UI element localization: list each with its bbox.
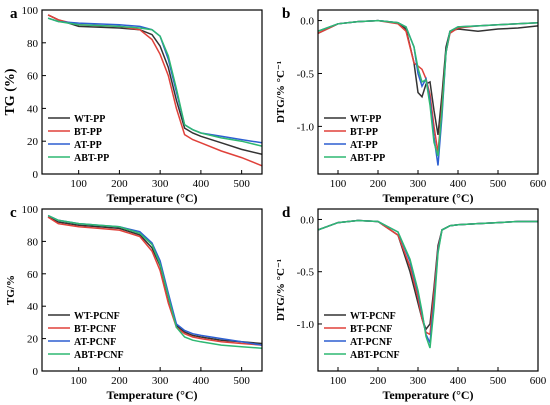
x-tick-label: 200 <box>111 375 128 387</box>
legend-label: WT-PCNF <box>74 311 120 322</box>
panel-d: 100 200 300 400 500 600 0.0 -0.5 -1.0 Temperature… <box>275 205 547 402</box>
x-axis-label: Temperature (°C) <box>106 388 197 402</box>
legend-label: BT-PCNF <box>74 324 116 335</box>
x-tick-label: 600 <box>530 375 547 387</box>
y-tick-label: 20 <box>27 136 39 148</box>
y-axis-label: TG/% <box>5 275 17 305</box>
legend: WT-PCNF BT-PCNF AT-PCNF ABT-PCNF <box>324 311 400 361</box>
x-tick-label: 300 <box>410 178 427 190</box>
series-line-at-pp <box>47 17 262 144</box>
panel-label: a <box>10 6 18 22</box>
legend-label: AT-PCNF <box>74 337 116 348</box>
y-axis-label: DTG/% °C⁻¹ <box>275 61 287 123</box>
plot-frame <box>41 208 263 372</box>
legend-label: BT-PP <box>74 127 102 138</box>
x-tick-label: 100 <box>70 375 87 387</box>
legend-label: WT-PP <box>74 114 105 125</box>
x-tick-label: 300 <box>410 375 427 387</box>
y-tick-label: 0.0 <box>300 16 314 28</box>
y-tick-label: 100 <box>22 5 39 17</box>
x-tick-label: 400 <box>193 375 210 387</box>
legend-label: ABT-PP <box>350 153 385 164</box>
x-tick-label: 100 <box>330 375 347 387</box>
legend-label: WT-PCNF <box>350 311 396 322</box>
legend-label: ABT-PP <box>74 153 109 164</box>
y-tick-label: -0.5 <box>297 267 315 279</box>
legend-label: ABT-PCNF <box>350 350 400 361</box>
x-tick-label: 500 <box>233 178 250 190</box>
x-tick-label: 300 <box>152 178 169 190</box>
legend-label: AT-PCNF <box>350 337 392 348</box>
legend-label: BT-PP <box>350 127 378 138</box>
legend: WT-PP BT-PP AT-PP ABT-PP <box>48 114 109 164</box>
series-line-bt-pcnf <box>47 216 262 346</box>
series-line-abt-pcnf <box>318 219 538 349</box>
panel-label: c <box>10 205 17 221</box>
x-tick-label: 100 <box>70 178 87 190</box>
x-axis-label: Temperature (°C) <box>106 191 197 205</box>
x-tick-label: 500 <box>490 178 507 190</box>
x-tick-label: 400 <box>450 178 467 190</box>
legend-label: BT-PCNF <box>350 324 392 335</box>
series-line-abt-pp <box>47 17 262 147</box>
x-tick-label: 100 <box>330 178 347 190</box>
legend-label: AT-PP <box>350 140 378 151</box>
y-tick-label: 40 <box>27 103 39 115</box>
y-tick-label: 60 <box>27 71 39 83</box>
panel-label: b <box>282 6 290 22</box>
x-tick-label: 400 <box>193 178 210 190</box>
x-axis-label: Temperature (°C) <box>382 191 473 205</box>
plot-frame <box>317 208 539 372</box>
plot-frame <box>41 9 263 175</box>
y-tick-label: 80 <box>27 38 39 50</box>
y-tick-label: 80 <box>27 236 39 248</box>
y-tick-label: 100 <box>22 204 39 216</box>
legend: WT-PP BT-PP AT-PP ABT-PP <box>324 114 385 164</box>
x-tick-label: 200 <box>111 178 128 190</box>
y-tick-label: -1.0 <box>297 319 315 331</box>
series-line-abt-pp <box>318 19 538 157</box>
y-tick-label: 20 <box>27 334 39 346</box>
legend: WT-PCNF BT-PCNF AT-PCNF ABT-PCNF <box>48 311 124 361</box>
y-tick-label: 60 <box>27 269 39 281</box>
series-line-abt-pcnf <box>47 214 262 350</box>
y-tick-label: 0.0 <box>300 214 314 226</box>
x-axis-label: Temperature (°C) <box>382 388 473 402</box>
x-tick-label: 300 <box>152 375 169 387</box>
panel-a: 100 200 300 400 500 0 20 40 60 80 100 Temperature (… <box>3 5 263 205</box>
panel-c: 100 200 300 400 500 0 20 40 60 80 100 Temperature (… <box>5 204 263 402</box>
y-tick-label: -1.0 <box>297 121 315 133</box>
y-tick-label: 0 <box>33 169 39 181</box>
legend-label: ABT-PCNF <box>74 350 124 361</box>
plot-frame <box>317 9 539 175</box>
legend-label: AT-PP <box>74 140 102 151</box>
x-tick-label: 500 <box>490 375 507 387</box>
y-axis-label: DTG/% °C⁻¹ <box>275 259 287 321</box>
x-tick-label: 400 <box>450 375 467 387</box>
y-tick-label: -0.5 <box>297 68 315 80</box>
legend-label: WT-PP <box>350 114 381 125</box>
y-axis-label: TG (%) <box>3 68 18 115</box>
x-tick-label: 200 <box>370 178 387 190</box>
y-tick-label: 40 <box>27 301 39 313</box>
series-line-wt-pp <box>47 14 262 156</box>
panel-label: d <box>282 205 291 221</box>
x-tick-label: 600 <box>530 178 547 190</box>
x-tick-label: 200 <box>370 375 387 387</box>
y-tick-label: 0 <box>33 366 39 378</box>
x-tick-label: 500 <box>233 375 250 387</box>
panel-b: 100 200 300 400 500 600 0.0 -0.5 -1.0 Temperature… <box>275 6 547 205</box>
